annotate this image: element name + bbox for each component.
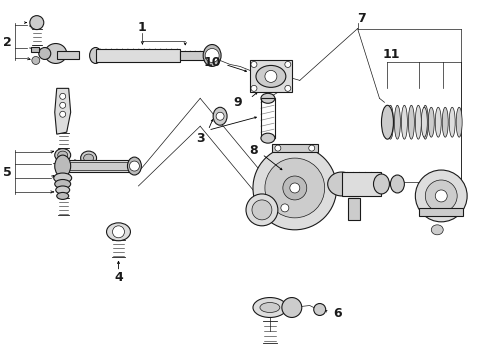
Bar (96, 49, 180, 62)
Circle shape (251, 62, 257, 67)
Ellipse shape (408, 105, 415, 139)
Circle shape (290, 183, 300, 193)
Ellipse shape (58, 151, 68, 159)
Bar (272, 144, 318, 152)
Text: 4: 4 (114, 271, 123, 284)
Ellipse shape (260, 302, 280, 312)
Ellipse shape (256, 66, 286, 87)
Circle shape (265, 158, 325, 218)
Bar (31, 46, 39, 53)
Ellipse shape (213, 107, 227, 125)
Circle shape (246, 194, 278, 226)
Text: 3: 3 (196, 132, 204, 145)
Ellipse shape (39, 48, 51, 59)
Circle shape (309, 145, 315, 151)
Ellipse shape (431, 225, 443, 235)
Circle shape (275, 145, 281, 151)
Circle shape (314, 303, 326, 315)
Text: 11: 11 (383, 48, 400, 61)
Ellipse shape (81, 151, 97, 165)
Bar (65, 162, 132, 170)
Ellipse shape (428, 107, 434, 137)
Bar (180, 50, 208, 60)
Circle shape (285, 85, 291, 91)
Ellipse shape (401, 105, 407, 139)
Ellipse shape (391, 175, 404, 193)
Ellipse shape (45, 44, 67, 63)
Circle shape (251, 85, 257, 91)
Circle shape (30, 15, 44, 30)
Circle shape (265, 71, 277, 82)
Circle shape (283, 176, 307, 200)
Ellipse shape (416, 105, 421, 139)
Text: 1: 1 (138, 21, 147, 34)
Ellipse shape (127, 157, 142, 175)
Circle shape (281, 204, 289, 212)
Text: 9: 9 (234, 96, 243, 109)
Ellipse shape (56, 186, 70, 194)
Circle shape (32, 57, 40, 64)
Ellipse shape (55, 149, 71, 162)
Bar (57, 51, 78, 59)
Circle shape (216, 112, 224, 120)
Ellipse shape (442, 107, 448, 137)
Ellipse shape (55, 155, 71, 177)
Polygon shape (55, 88, 71, 134)
Ellipse shape (84, 154, 94, 162)
Ellipse shape (421, 107, 427, 137)
Ellipse shape (54, 173, 72, 183)
Ellipse shape (57, 193, 69, 199)
Bar (347, 198, 360, 220)
Ellipse shape (90, 48, 101, 63)
Text: 2: 2 (2, 36, 11, 49)
Text: 7: 7 (357, 12, 366, 25)
Ellipse shape (394, 105, 400, 139)
Circle shape (60, 93, 66, 99)
Circle shape (60, 111, 66, 117)
Circle shape (425, 180, 457, 212)
Ellipse shape (253, 298, 287, 318)
Ellipse shape (328, 172, 356, 196)
Text: 5: 5 (2, 166, 11, 179)
Ellipse shape (203, 45, 221, 67)
Bar (261, 98, 275, 138)
Bar (342, 172, 382, 196)
Ellipse shape (373, 174, 390, 194)
Ellipse shape (456, 107, 462, 137)
Bar (250, 60, 292, 92)
Ellipse shape (382, 105, 393, 139)
Ellipse shape (449, 107, 455, 137)
Bar (63, 160, 134, 172)
Circle shape (285, 62, 291, 67)
Bar (419, 208, 463, 216)
Circle shape (253, 146, 337, 230)
Circle shape (60, 102, 66, 108)
Circle shape (282, 298, 302, 318)
Ellipse shape (55, 180, 71, 189)
Circle shape (113, 226, 124, 238)
Text: 10: 10 (203, 56, 221, 69)
Circle shape (205, 49, 219, 62)
Text: 8: 8 (249, 144, 258, 157)
Ellipse shape (261, 133, 275, 143)
Circle shape (416, 170, 467, 222)
Ellipse shape (435, 107, 441, 137)
Circle shape (252, 200, 272, 220)
Ellipse shape (261, 93, 275, 103)
Ellipse shape (388, 105, 393, 139)
Ellipse shape (422, 105, 428, 139)
Circle shape (435, 190, 447, 202)
Text: 6: 6 (333, 307, 342, 320)
Circle shape (129, 161, 140, 171)
Ellipse shape (106, 223, 130, 241)
